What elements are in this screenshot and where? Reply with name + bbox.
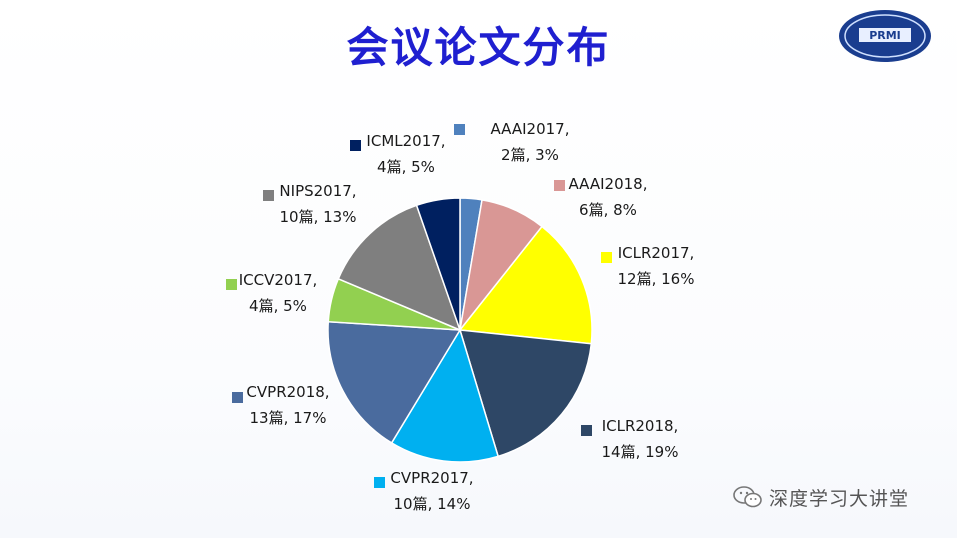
legend-marker-icml2017 [350,140,361,151]
slice-label-name-cvpr2017: CVPR2017, [390,469,473,487]
slice-label-value-cvpr2018: 13篇, 17% [250,409,327,427]
pie-slice-cvpr2018 [327,320,462,444]
slice-label-value-cvpr2017: 10篇, 14% [394,495,471,513]
pie-slice-iclr2018 [458,329,593,458]
slice-label-name-cvpr2018: CVPR2018, [246,383,329,401]
slice-label-name-iccv2017: ICCV2017, [239,271,318,289]
organization-logo: PRMI [839,10,931,62]
legend-marker-cvpr2018 [232,392,243,403]
slice-label-name-iclr2018: ICLR2018, [602,417,679,435]
legend-marker-iclr2018 [581,425,592,436]
watermark: 深度学习大讲堂 [733,482,909,512]
slide-title: 会议论文分布 [346,23,611,72]
pie-slice-cvpr2017 [390,328,500,463]
slice-label-value-icml2017: 4篇, 5% [377,158,435,176]
slice-label-value-aaai2018: 6篇, 8% [579,201,637,219]
slice-label-name-icml2017: ICML2017, [366,132,445,150]
legend-marker-iccv2017 [226,279,237,290]
slice-label-value-iccv2017: 4篇, 5% [249,297,307,315]
legend-marker-aaai2018 [554,180,565,191]
pie-slice-icml2017 [415,197,461,331]
slice-label-value-nips2017: 10篇, 13% [280,208,357,226]
wechat-icon [733,486,762,508]
pie-slice-nips2017 [337,204,462,332]
legend-marker-aaai2017 [454,124,465,135]
legend-marker-iclr2017 [601,252,612,263]
watermark-text: 深度学习大讲堂 [769,487,910,510]
pie-slices [327,197,593,463]
slice-label-name-aaai2018: AAAI2018, [569,175,648,193]
slice-label-name-iclr2017: ICLR2017, [618,244,695,262]
pie-slice-iclr2017 [458,225,593,345]
pie-labels: AAAI2017, 2篇, 3% AAAI2018, 6篇, 8% ICLR2017, 1… [226,120,694,513]
slice-label-value-iclr2018: 14篇, 19% [602,443,679,461]
slice-label-name-aaai2017: AAAI2017, [491,120,570,138]
slice-label-value-aaai2017: 2篇, 3% [501,146,559,164]
svg-text:PRMI: PRMI [869,29,901,42]
slice-label-name-nips2017: NIPS2017, [279,182,356,200]
slice-label-value-iclr2017: 12篇, 16% [618,270,695,288]
legend-marker-nips2017 [263,190,274,201]
legend-marker-cvpr2017 [374,477,385,488]
